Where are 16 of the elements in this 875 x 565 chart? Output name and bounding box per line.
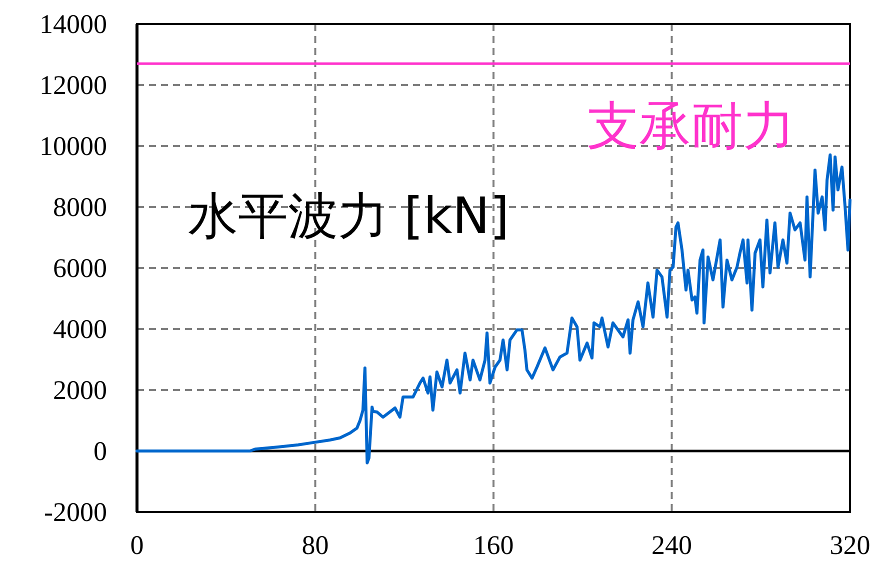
x-tick-label: 240 xyxy=(652,530,692,560)
y-tick-label: 2000 xyxy=(53,375,107,405)
y-tick-label: 12000 xyxy=(40,70,107,100)
y-tick-label: -2000 xyxy=(44,497,107,527)
text: 水平波力 [kN] xyxy=(188,187,510,245)
y-tick-label: 0 xyxy=(94,436,107,466)
x-tick-label: 160 xyxy=(473,530,514,560)
y-tick-label: 4000 xyxy=(53,314,107,344)
y-tick-label: 8000 xyxy=(53,192,107,222)
ref-line-label: 支承耐力 xyxy=(587,96,795,157)
y-tick-label: 14000 xyxy=(40,9,107,39)
y-tick-label: 6000 xyxy=(53,253,107,283)
x-tick-label: 0 xyxy=(130,530,144,560)
x-tick-label: 80 xyxy=(302,530,329,560)
y-tick-label: 10000 xyxy=(40,131,107,161)
x-tick-label: 320 xyxy=(830,530,870,560)
